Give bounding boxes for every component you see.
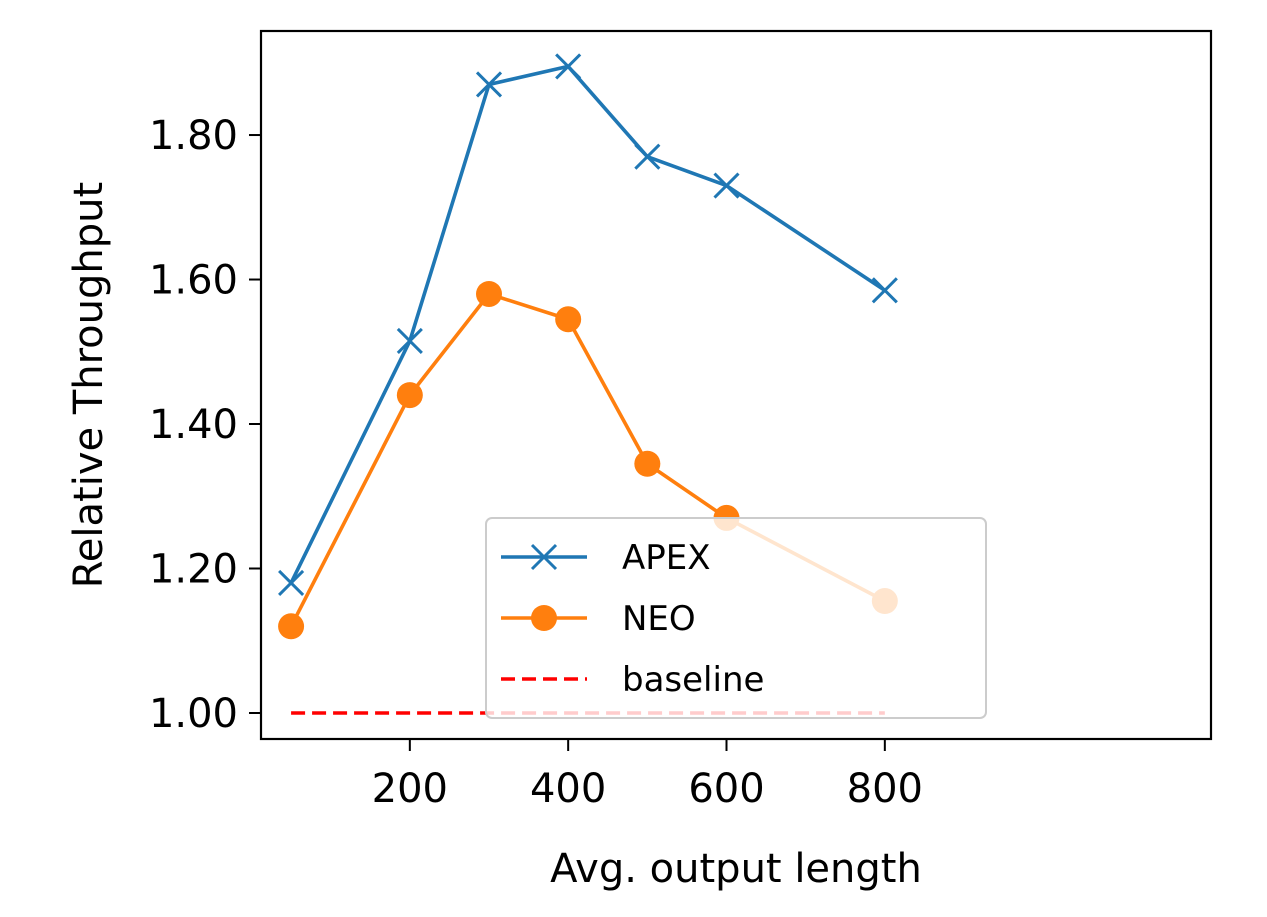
plot-frame <box>259 29 1213 741</box>
data-point-neo <box>555 306 582 333</box>
data-point-apex <box>713 172 740 199</box>
data-point-apex <box>871 277 898 304</box>
data-point-neo <box>278 613 305 640</box>
data-point-neo <box>476 280 502 307</box>
legend-marker <box>531 605 557 631</box>
y-tick-label: 1.40 <box>149 402 238 448</box>
data-point-apex <box>634 143 661 170</box>
legend-label: NEO <box>622 599 696 639</box>
y-tick-label: 1.60 <box>149 258 238 304</box>
legend-box <box>485 517 987 719</box>
series-apex <box>278 53 898 597</box>
x-axis-label: Avg. output length <box>550 846 922 892</box>
data-point-apex <box>278 569 305 597</box>
legend-entry-neo: NEO <box>501 599 696 639</box>
y-axis-ticks: 1.00 1.20 1.40 1.60 1.80 <box>149 113 261 737</box>
legend: APEX NEO baseline <box>485 517 987 719</box>
data-point-apex <box>475 71 503 98</box>
y-tick-label: 1.80 <box>149 113 238 159</box>
y-tick-label: 1.20 <box>149 547 238 593</box>
y-axis-label: Relative Throughput <box>66 182 112 588</box>
x-tick-label: 800 <box>847 766 923 812</box>
y-tick-label: 1.00 <box>149 691 238 737</box>
legend-label: baseline <box>622 660 764 700</box>
x-tick-label: 600 <box>688 766 764 812</box>
legend-label: APEX <box>622 538 711 578</box>
data-point-neo <box>634 450 661 477</box>
x-tick-label: 400 <box>530 766 606 812</box>
data-point-neo <box>396 382 423 409</box>
legend-entry-baseline: baseline <box>501 660 764 700</box>
x-tick-label: 200 <box>372 766 448 812</box>
x-axis-ticks: 200 400 600 800 <box>372 739 923 812</box>
legend-entry-apex: APEX <box>501 538 711 578</box>
legend-marker <box>530 543 558 571</box>
data-point-apex <box>555 53 582 80</box>
data-point-apex <box>396 327 423 354</box>
